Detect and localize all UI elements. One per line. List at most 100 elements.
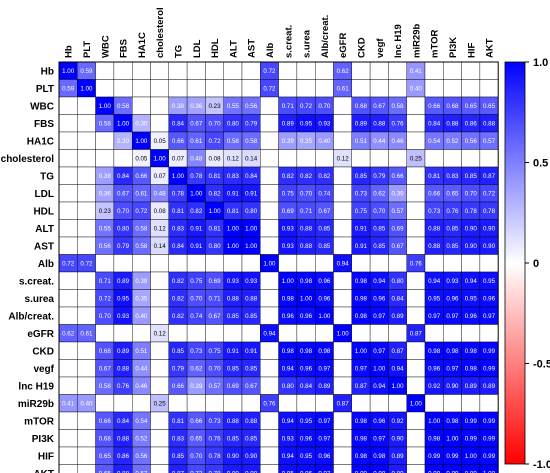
row-label: AKT (33, 469, 54, 473)
heatmap-cell (479, 149, 499, 168)
cell-value-label: 0.86 (465, 121, 478, 128)
colorbar-tick-label: -1.0 (533, 459, 550, 471)
heatmap-cell (150, 61, 169, 80)
cell-value-label: 0.72 (99, 296, 112, 303)
cell-value-label: 0.88 (428, 226, 441, 233)
cell-value-label: 0.95 (465, 296, 478, 303)
heatmap-cell (315, 61, 334, 80)
cell-value-label: 0.88 (300, 226, 313, 233)
heatmap-cell (77, 201, 96, 220)
cell-value-label: 0.85 (227, 313, 240, 320)
heatmap-cell (315, 149, 334, 168)
cell-value-label: 0.86 (117, 453, 130, 460)
cell-value-label: 0.93 (282, 226, 295, 233)
row-labels: Hb PLT WBC FBS HA1C cholesterol TG LDL HDL ALT AST… (1, 66, 55, 473)
row-label: TG (40, 171, 54, 182)
heatmap-cell (95, 254, 115, 273)
heatmap-cell (333, 131, 352, 150)
cell-value-label: 0.62 (190, 366, 203, 373)
cell-value-label: 0.80 (209, 243, 222, 250)
cell-value-label: 0.88 (227, 418, 240, 425)
cell-value-label: 0.85 (373, 243, 386, 250)
cell-value-label: 0.39 (392, 191, 405, 198)
cell-value-label: 0.94 (392, 366, 405, 373)
column-label: CKD (356, 37, 367, 58)
cell-value-label: 0.61 (337, 86, 350, 93)
row-label: HIF (38, 451, 54, 462)
cell-value-label: 0.99 (483, 436, 496, 443)
cell-value-label: 0.88 (428, 243, 441, 250)
cell-value-label: 0.78 (190, 173, 203, 180)
cell-value-label: 0.83 (227, 173, 240, 180)
cell-value-label: 0.90 (227, 453, 240, 460)
cell-value-label: 0.90 (245, 453, 258, 460)
cell-value-label: 0.72 (263, 86, 276, 93)
cell-value-label: 0.70 (99, 313, 112, 320)
cell-value-label: 0.98 (355, 313, 368, 320)
heatmap-cell (58, 306, 78, 325)
heatmap-cell (443, 149, 462, 168)
row-label: AST (34, 241, 54, 252)
cell-value-label: 0.87 (392, 348, 405, 355)
heatmap-cell (424, 254, 444, 273)
cell-value-label: 0.55 (99, 226, 112, 233)
heatmap-cell (113, 324, 133, 343)
cell-value-label: 1.00 (355, 348, 368, 355)
colorbar-tick-label: 0 (533, 258, 539, 270)
heatmap-cell (406, 411, 426, 430)
heatmap-cell (443, 324, 462, 343)
heatmap-cell (424, 394, 444, 413)
cell-value-label: 0.55 (227, 103, 240, 110)
heatmap-cell (296, 149, 316, 168)
cell-value-label: 0.89 (392, 313, 405, 320)
cell-value-label: 0.23 (209, 103, 222, 110)
cell-value-label: 0.81 (209, 226, 222, 233)
cell-value-label: 0.89 (483, 383, 496, 390)
heatmap-cell (77, 271, 96, 290)
cell-value-label: 0.51 (355, 138, 368, 145)
heatmap-cell (150, 359, 169, 378)
cell-value-label: 0.44 (373, 138, 386, 145)
cell-value-label: 0.65 (483, 103, 496, 110)
heatmap-cell (58, 96, 78, 115)
cell-value-label: 0.91 (245, 191, 258, 198)
cell-value-label: 1.00 (80, 86, 93, 93)
heatmap-cell (241, 61, 261, 80)
heatmap-cell (95, 79, 115, 98)
column-label: LDL (192, 39, 203, 58)
row-label: mTOR (24, 416, 55, 427)
cell-value-label: 0.95 (300, 453, 313, 460)
heatmap-cell (461, 61, 481, 80)
cell-value-label: 0.68 (446, 103, 459, 110)
heatmap-cell (150, 79, 169, 98)
cell-value-label: 0.97 (373, 436, 386, 443)
heatmap-cell (150, 254, 169, 273)
cell-value-label: 0.78 (465, 208, 478, 215)
heatmap-cell (77, 114, 96, 133)
heatmap-cell (168, 254, 188, 273)
cell-value-label: 0.69 (282, 208, 295, 215)
cell-value-label: 0.58 (117, 103, 130, 110)
heatmap-cell (58, 376, 78, 395)
cell-value-label: 1.00 (300, 296, 313, 303)
cell-value-label: 0.58 (245, 138, 258, 145)
heatmap-cell (131, 79, 151, 98)
cell-value-label: 0.66 (172, 383, 185, 390)
cell-value-label: 0.73 (428, 208, 441, 215)
heatmap-cell (315, 254, 334, 273)
heatmap-cell (168, 394, 188, 413)
cell-value-label: 0.82 (209, 191, 222, 198)
cell-value-label: 0.93 (245, 278, 258, 285)
cell-value-label: 0.99 (465, 436, 478, 443)
cell-value-label: 0.94 (465, 278, 478, 285)
heatmap-cell (113, 149, 133, 168)
cell-value-label: 1.00 (245, 226, 258, 233)
heatmap-cell (406, 464, 426, 473)
cell-value-label: 1.00 (117, 121, 130, 128)
cell-value-label: 0.84 (172, 121, 185, 128)
heatmap-cell (296, 394, 316, 413)
cell-value-label: 0.79 (373, 173, 386, 180)
cell-value-label: 0.98 (465, 348, 478, 355)
cell-value-label: 0.91 (190, 243, 203, 250)
